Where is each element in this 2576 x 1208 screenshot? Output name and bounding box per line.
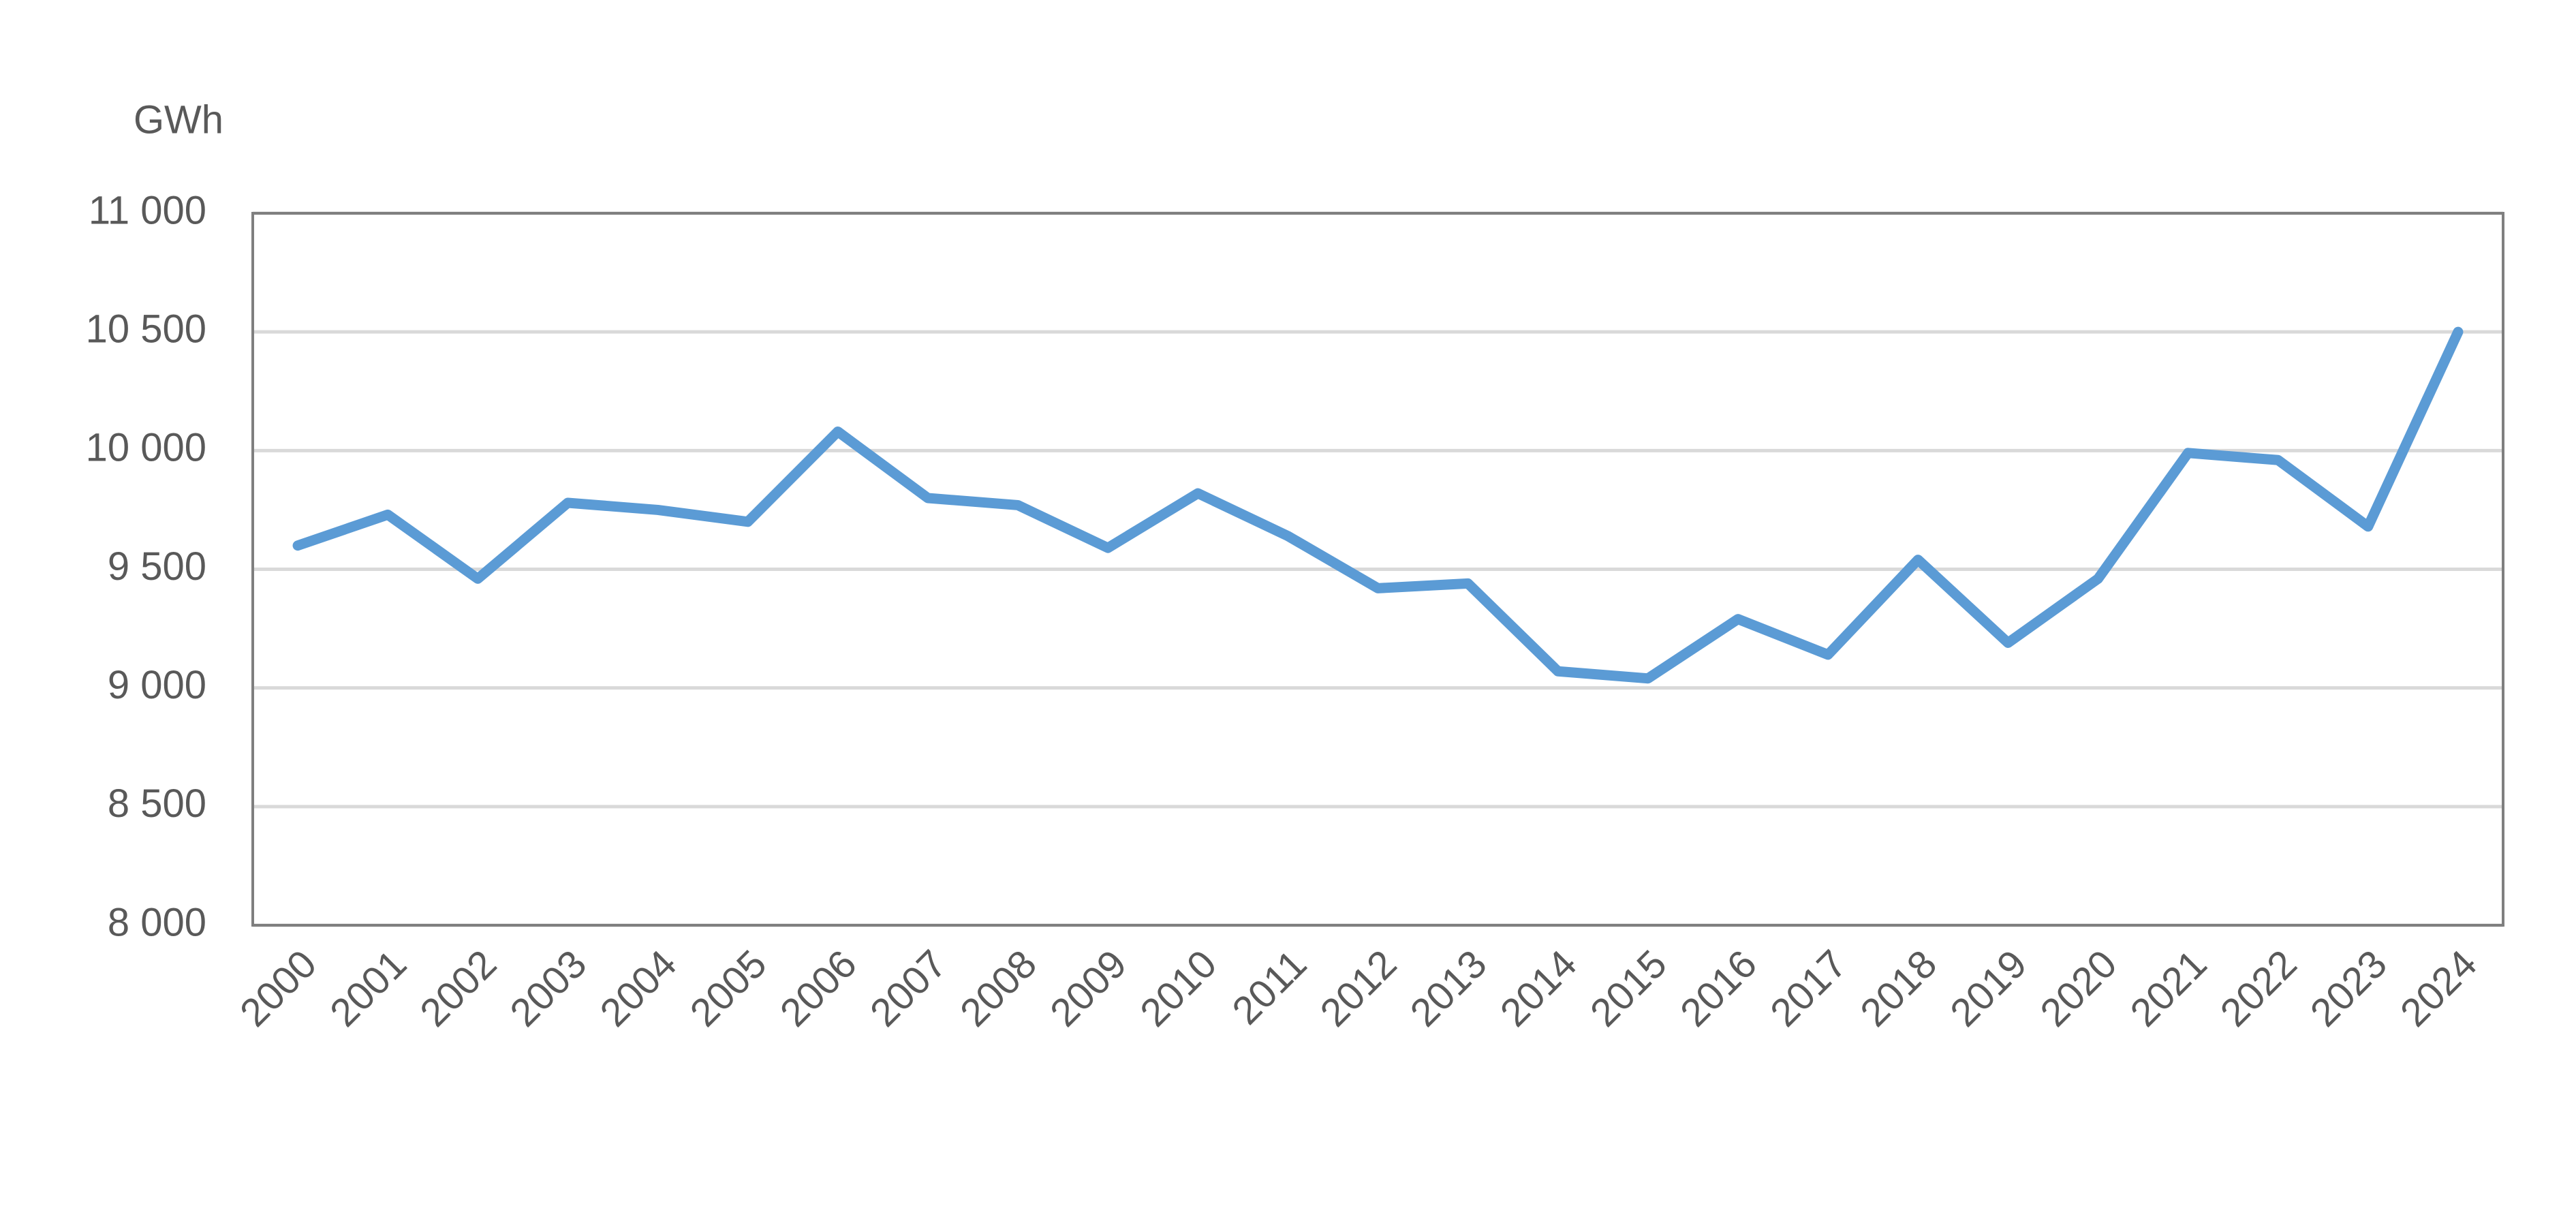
x-tick-label: 2004 [591, 942, 685, 1035]
x-tick-label: 2010 [1132, 942, 1225, 1035]
x-tick-label: 2016 [1672, 942, 1765, 1035]
y-tick-label: 8 000 [108, 900, 206, 944]
x-tick-label: 2012 [1312, 942, 1405, 1035]
y-tick-label: 10 500 [86, 307, 206, 351]
y-tick-label: 11 000 [89, 188, 206, 232]
line-series [292, 326, 2464, 684]
x-tick-label: 2019 [1942, 942, 2035, 1035]
x-tick-label: 2014 [1492, 942, 1585, 1035]
x-tick-label: 2007 [862, 942, 955, 1035]
x-tick-label: 2015 [1582, 942, 1675, 1035]
x-tick-label: 2002 [412, 942, 505, 1035]
x-tick-label: 2009 [1042, 942, 1135, 1035]
x-tick-label: 2023 [2302, 942, 2395, 1035]
x-tick-label: 2000 [232, 942, 325, 1035]
y-tick-label: 9 500 [108, 544, 206, 589]
y-tick-label: 9 000 [108, 663, 206, 707]
x-tick-label: 2011 [1224, 942, 1315, 1033]
y-tick-label: 8 500 [108, 781, 206, 826]
x-tick-label: 2005 [681, 942, 775, 1035]
y-axis-label: GWh [134, 97, 223, 142]
x-tick-label: 2022 [2212, 942, 2306, 1035]
x-tick-label: 2017 [1762, 942, 1855, 1035]
y-tick-label: 10 000 [86, 426, 206, 470]
x-tick-label: 2018 [1852, 942, 1945, 1035]
x-tick-label: 2008 [952, 942, 1045, 1035]
plot-frame [251, 212, 2504, 927]
x-tick-label: 2001 [322, 942, 415, 1035]
x-tick-label: 2020 [2032, 942, 2125, 1035]
x-tick-label: 2003 [501, 942, 595, 1035]
x-tick-label: 2021 [2122, 942, 2215, 1035]
x-tick-label: 2013 [1401, 942, 1495, 1035]
x-tick-label: 2006 [772, 942, 865, 1035]
x-tick-label: 2024 [2392, 942, 2485, 1035]
